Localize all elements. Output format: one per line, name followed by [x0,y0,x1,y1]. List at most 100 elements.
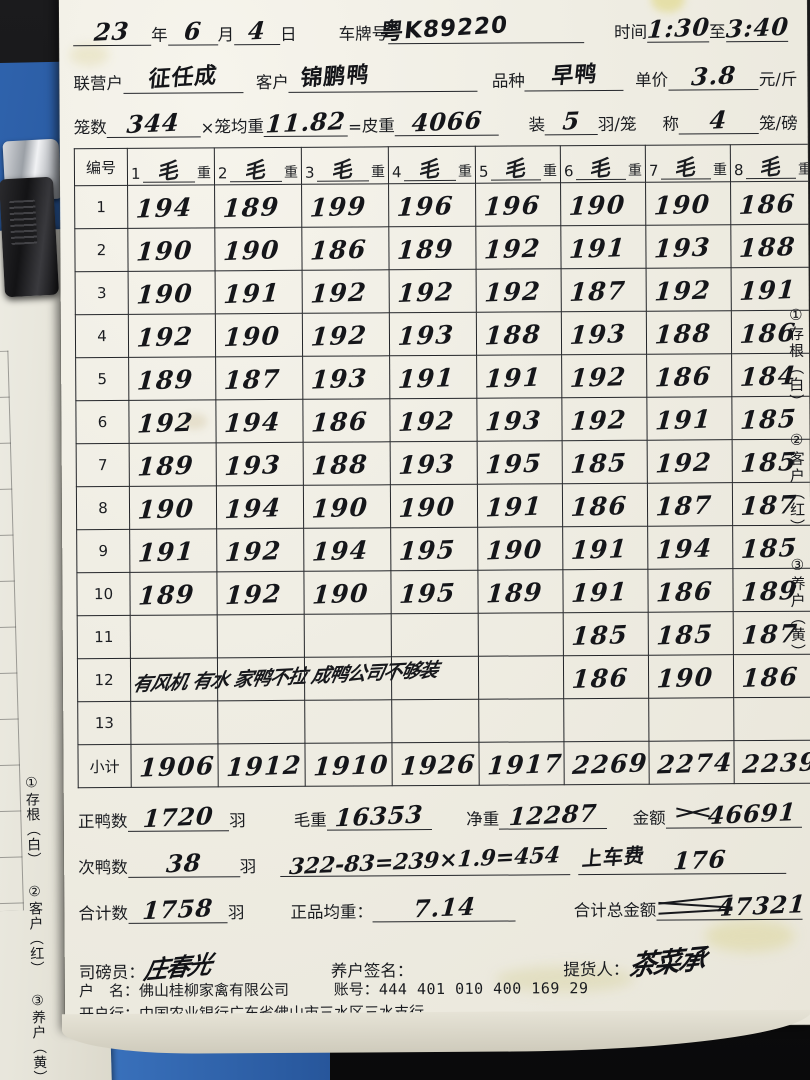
weight-cell[interactable]: 194 [647,525,733,570]
calc-note-field[interactable]: 322-83=239×1.9=454 [280,842,571,880]
weight-cell[interactable]: 191 [562,569,649,613]
subtotal-cell[interactable]: 2269 [563,741,650,785]
tare-field[interactable]: 4066 [394,105,499,138]
weight-cell[interactable]: 193 [476,397,563,442]
weight-cell[interactable] [391,699,479,743]
year-field[interactable]: 23 [73,16,152,47]
weight-cell[interactable]: 190 [214,227,303,271]
weight-cell[interactable] [130,700,218,745]
weight-cell[interactable]: 191 [129,528,217,573]
weight-cell[interactable] [478,698,564,743]
weight-cell[interactable]: 187 [215,356,303,400]
weight-cell[interactable] [217,657,305,701]
weight-cell[interactable]: 185 [563,612,649,656]
weight-cell[interactable]: 192 [128,313,216,358]
weight-cell[interactable]: 192 [647,439,733,484]
bad-count-field[interactable]: 38 [127,848,240,878]
column-gross-blank[interactable]: 毛 [142,157,196,185]
weight-cell[interactable]: 191 [477,483,563,528]
day-field[interactable]: 4 [234,16,281,46]
avg-cage-weight-field[interactable]: 11.82 [263,106,349,139]
month-field[interactable]: 6 [167,16,218,46]
weight-cell[interactable] [563,698,649,742]
weight-cell[interactable]: 190 [477,526,563,571]
weight-cell[interactable]: 192 [561,397,648,441]
weight-cell[interactable]: 192 [646,267,732,312]
weight-cell[interactable]: 190 [303,570,392,615]
weight-cell[interactable]: 185 [562,440,648,484]
grand-total-field[interactable]: 47321 [656,889,807,922]
price-field[interactable]: 3.8 [668,60,759,91]
weight-cell[interactable]: 186 [562,483,648,527]
weight-cell[interactable]: 186 [646,353,732,398]
weight-cell[interactable]: 190 [129,485,217,530]
weight-cell[interactable]: 186 [647,568,734,613]
weight-cell[interactable] [391,613,479,657]
weight-cell[interactable] [217,614,305,658]
weight-cell[interactable]: 192 [302,269,390,314]
weight-cell[interactable]: 188 [730,224,810,268]
column-gross-blank[interactable]: 毛 [660,154,712,182]
weight-cell[interactable]: 199 [301,183,389,228]
subtotal-cell[interactable]: 2274 [648,740,735,785]
weight-cell[interactable]: 188 [303,441,391,486]
weight-cell[interactable] [733,697,810,741]
weight-cell[interactable]: 190 [215,313,303,357]
column-gross-blank[interactable]: 毛 [490,155,542,183]
weight-cell[interactable]: 196 [388,183,476,227]
weight-cell[interactable]: 190 [648,654,734,699]
weight-cell[interactable]: 191 [476,354,562,399]
weight-cell[interactable]: 190 [127,227,216,272]
weight-cell[interactable]: 195 [390,527,478,571]
weight-cell[interactable]: 190 [645,181,731,226]
weight-cell[interactable]: 190 [128,270,216,315]
clipboard-clip-grip[interactable] [0,176,60,298]
subtotal-cell[interactable]: 1912 [217,743,306,787]
weight-cell[interactable]: 188 [476,311,562,356]
weight-cell[interactable]: 192 [561,354,647,398]
weight-cell[interactable]: 193 [390,441,478,485]
weight-cell[interactable]: 189 [129,571,218,616]
weight-cell[interactable] [304,656,392,701]
weight-cell[interactable]: 187 [561,268,647,312]
weight-cell[interactable]: 193 [216,442,304,486]
weight-cell[interactable]: 191 [389,355,477,399]
total-count-field[interactable]: 1758 [127,893,228,925]
column-gross-blank[interactable]: 毛 [316,156,370,184]
gross-field[interactable]: 16353 [326,799,433,832]
weight-cell[interactable]: 186 [301,226,390,271]
weight-cell[interactable]: 192 [216,571,305,615]
cages-field[interactable]: 344 [106,107,201,139]
weight-cell[interactable]: 194 [216,485,304,529]
weight-cell[interactable] [217,700,305,744]
weight-cell[interactable]: 192 [216,528,304,572]
weight-cell[interactable]: 195 [477,440,563,485]
weight-cell[interactable]: 193 [302,355,390,400]
loading-fee-field[interactable]: 上车费 176 [578,843,787,876]
weight-cell[interactable]: 196 [475,182,561,227]
customer-field[interactable]: 锦鹏鸭 [288,62,478,93]
weight-cell[interactable]: 188 [646,310,732,355]
weight-cell[interactable]: 195 [390,570,479,614]
weight-cell[interactable]: 191 [562,526,648,570]
subtotal-cell[interactable]: 1917 [478,741,565,786]
weight-cell[interactable]: 189 [477,569,564,614]
weight-cell[interactable] [130,614,218,659]
weight-cell[interactable]: 192 [389,398,478,442]
weight-cell[interactable]: 189 [214,184,302,228]
subtotal-cell[interactable]: 2239 [733,740,810,784]
good-count-field[interactable]: 1720 [127,801,230,833]
subtotal-cell[interactable]: 1926 [391,742,480,786]
weight-cell[interactable]: 190 [560,182,646,226]
avg-weight-field[interactable]: 7.14 [372,892,516,923]
weight-cell[interactable]: 189 [388,226,477,270]
scale-field[interactable]: 4 [678,105,760,135]
subtotal-cell[interactable]: 1910 [304,742,393,787]
weight-cell[interactable]: 191 [560,225,647,269]
load-field[interactable]: 5 [544,106,598,136]
column-gross-blank[interactable]: 毛 [745,154,797,181]
weight-cell[interactable]: 有风机 有水 家鸭不拉 成鸭公司不够装 [130,657,440,702]
weight-cell[interactable] [478,655,564,700]
weight-cell[interactable]: 190 [390,484,478,528]
weight-cell[interactable]: 194 [303,527,391,572]
